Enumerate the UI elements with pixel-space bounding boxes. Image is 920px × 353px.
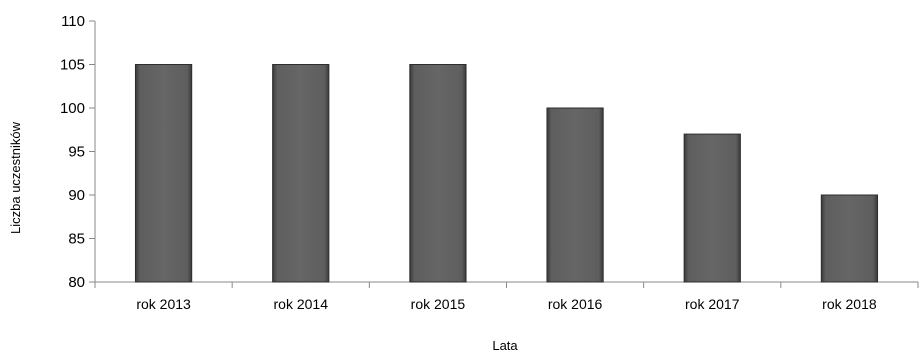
y-tick-label: 105 [60,57,85,74]
x-tick-label: rok 2013 [136,296,191,312]
y-tick-label: 80 [68,274,85,291]
y-tick-label: 100 [60,100,85,117]
x-tick-label: rok 2016 [548,296,603,312]
bar-rok-2015 [409,64,467,283]
x-tick-label: rok 2017 [685,296,740,312]
y-tick-label: 85 [68,231,85,248]
x-axis: rok 2013 rok 2014 rok 2015 rok 2016 rok 2017… [94,281,919,312]
y-axis: 80 85 90 95 100 105 110 [60,13,96,291]
y-tick-label: 95 [68,144,85,161]
bar-rok-2016 [546,107,604,283]
bars [134,64,879,283]
x-tick-label: rok 2018 [822,296,877,312]
y-axis-title: Liczba uczestników [8,121,23,234]
bar-rok-2014 [272,64,330,283]
bar-rok-2018 [820,194,879,283]
y-tick-label: 90 [68,187,85,204]
bar-rok-2017 [683,133,741,283]
x-axis-title: Lata [492,338,518,353]
bar-rok-2013 [134,64,193,283]
x-tick-label: rok 2014 [274,296,329,312]
x-tick-label: rok 2015 [411,296,466,312]
y-tick-label: 110 [61,13,85,30]
